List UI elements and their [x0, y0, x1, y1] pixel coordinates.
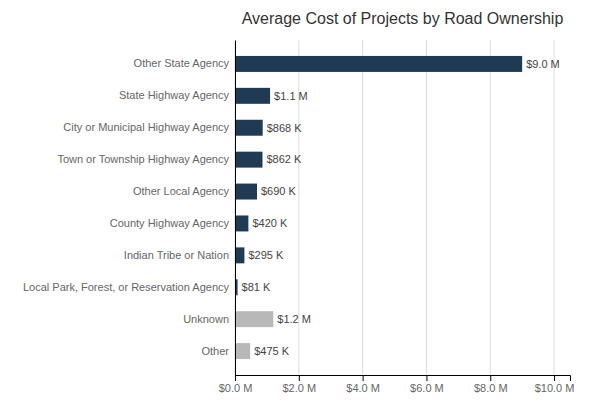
data-label: $475 K: [254, 345, 290, 357]
bar: [235, 247, 244, 263]
x-axis-line: [236, 376, 571, 382]
data-label: $690 K: [261, 185, 297, 197]
x-tick-mark: [235, 375, 236, 381]
y-tick-label: State Highway Agency: [119, 89, 230, 101]
data-label: $81 K: [242, 281, 271, 293]
y-tick-label: City or Municipal Highway Agency: [63, 121, 229, 133]
grid-line: [554, 40, 555, 375]
bar: [235, 56, 522, 72]
x-tick-label: $6.0 M: [410, 382, 444, 394]
x-tick-label: $0.0 M: [219, 382, 253, 394]
grid-line: [235, 40, 236, 375]
x-tick-mark: [490, 375, 491, 381]
chart: $9.0 M $1.1 M $868 K $862 K $690 K $420 K $295…: [0, 0, 600, 405]
x-tick: $6.0 M: [410, 375, 444, 394]
x-tick-mark: [426, 375, 427, 381]
y-tick: Other State Agency: [134, 57, 230, 69]
y-tick: Town or Township Highway Agency: [57, 153, 229, 165]
data-label: $862 K: [267, 153, 303, 165]
bars: [235, 56, 522, 359]
y-axis-line: [235, 41, 236, 376]
data-label: $1.1 M: [274, 90, 308, 102]
y-tick-label: Local Park, Forest, or Reservation Agenc…: [23, 281, 230, 293]
x-tick: $10.0 M: [535, 375, 575, 394]
y-tick: Other Local Agency: [133, 185, 230, 197]
bar: [235, 120, 263, 136]
x-tick-label: $8.0 M: [474, 382, 508, 394]
bar: [235, 88, 270, 104]
grid-line: [490, 40, 491, 375]
title: Average Cost of Projects by Road Ownersh…: [242, 10, 564, 27]
bar: [235, 215, 248, 231]
grid-line: [426, 40, 427, 375]
x-tick: $2.0 M: [282, 375, 316, 394]
x-tick: $8.0 M: [474, 375, 508, 394]
grid: [235, 40, 554, 375]
y-tick-label: County Highway Agency: [110, 217, 230, 229]
y-tick: Local Park, Forest, or Reservation Agenc…: [23, 281, 230, 293]
x-tick: $4.0 M: [346, 375, 380, 394]
bar: [235, 152, 263, 168]
y-tick-label: Other State Agency: [134, 57, 230, 69]
bar: [235, 184, 257, 200]
y-tick: City or Municipal Highway Agency: [63, 121, 229, 133]
grid-line: [362, 40, 363, 375]
data-label: $868 K: [267, 122, 303, 134]
data-label: $1.2 M: [277, 313, 311, 325]
plot: $9.0 M $1.1 M $868 K $862 K $690 K $420 K $295…: [23, 40, 574, 394]
x-tick-mark: [363, 375, 364, 381]
x-tick-mark: [299, 375, 300, 381]
x-tick-label: $4.0 M: [346, 382, 380, 394]
x-axis: $0.0 M $2.0 M $4.0 M $6.0 M $8.0 M $10.0 M: [219, 375, 575, 394]
data-labels: $9.0 M $1.1 M $868 K $862 K $690 K $420 K $295…: [242, 58, 560, 357]
y-tick-label: Other Local Agency: [133, 185, 230, 197]
data-label: $295 K: [248, 249, 284, 261]
bar: [235, 343, 250, 359]
y-axis: Other State Agency State Highway Agency Ci…: [23, 41, 236, 376]
y-tick: Other: [201, 345, 229, 357]
data-label: $9.0 M: [526, 58, 560, 70]
x-tick-mark: [554, 375, 555, 381]
bar: [235, 311, 273, 327]
y-tick: Unknown: [183, 313, 229, 325]
y-tick: County Highway Agency: [110, 217, 230, 229]
x-tick-label: $10.0 M: [535, 382, 575, 394]
y-tick: State Highway Agency: [119, 89, 230, 101]
y-tick-label: Other: [201, 345, 229, 357]
y-tick-label: Town or Township Highway Agency: [57, 153, 229, 165]
x-tick: $0.0 M: [219, 375, 253, 394]
y-tick-label: Indian Tribe or Nation: [124, 249, 229, 261]
x-tick-label: $2.0 M: [282, 382, 316, 394]
y-tick-label: Unknown: [183, 313, 229, 325]
y-tick: Indian Tribe or Nation: [124, 249, 229, 261]
data-label: $420 K: [252, 217, 288, 229]
